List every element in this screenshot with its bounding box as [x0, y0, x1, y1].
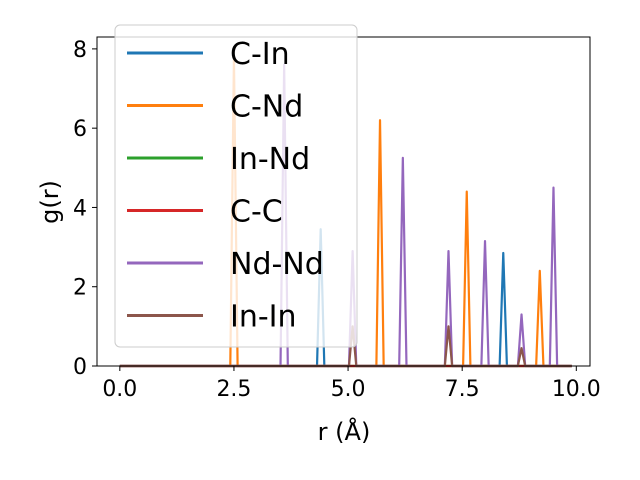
legend-label-nd-nd: Nd-Nd: [230, 247, 324, 282]
y-tick-label: 4: [73, 196, 87, 221]
legend-label-c-c: C-C: [230, 195, 283, 230]
y-tick-label: 2: [73, 276, 87, 301]
x-tick-label: 5.0: [331, 377, 366, 402]
legend-label-in-nd: In-Nd: [230, 142, 310, 177]
y-tick-label: 0: [73, 355, 87, 380]
legend-label-in-in: In-In: [230, 300, 297, 335]
x-tick-label: 0.0: [102, 377, 137, 402]
x-tick-label: 2.5: [216, 377, 251, 402]
x-tick-label: 7.5: [445, 377, 480, 402]
x-axis-label: r (Å): [318, 417, 371, 446]
legend: C-In C-Nd In-Nd C-C Nd-Nd In-In: [114, 24, 358, 348]
ticks: 0.0 2.5 5.0 7.5 10.0 0 2 4 6 8: [73, 38, 601, 402]
y-tick-label: 6: [73, 117, 87, 142]
y-axis-label: g(r): [36, 180, 64, 224]
legend-label-c-in: C-In: [230, 37, 290, 72]
x-tick-label: 10.0: [552, 377, 601, 402]
y-tick-label: 8: [73, 38, 87, 63]
legend-label-c-nd: C-Nd: [230, 90, 303, 125]
